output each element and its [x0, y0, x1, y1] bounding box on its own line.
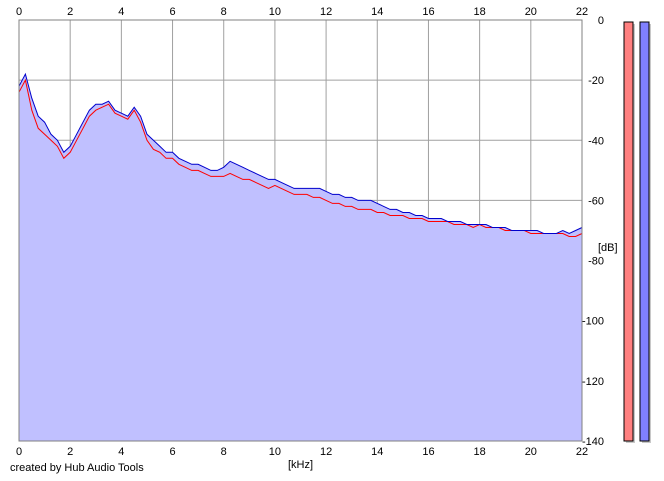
x-tick-label-bottom: 10 [269, 446, 281, 458]
meter-fill [639, 21, 650, 442]
x-tick-label-bottom: 18 [474, 446, 486, 458]
y-tick-label: -140 [582, 436, 604, 448]
meter-fill [623, 21, 634, 442]
x-tick-label-bottom: 20 [525, 446, 537, 458]
y-tick-label: -120 [582, 376, 604, 388]
x-tick-label-top: 10 [269, 6, 281, 18]
x-tick-label-bottom: 4 [118, 446, 124, 458]
x-tick-label-top: 18 [474, 6, 486, 18]
y-tick-label: -60 [588, 195, 604, 207]
y-tick-label: 0 [598, 15, 604, 27]
x-tick-label-bottom: 2 [67, 446, 73, 458]
x-tick-label-top: 4 [118, 6, 124, 18]
x-tick-label-bottom: 0 [16, 446, 22, 458]
x-tick-label-top: 0 [16, 6, 22, 18]
x-tick-label-top: 20 [525, 6, 537, 18]
x-tick-label-top: 12 [320, 6, 332, 18]
plot-border [18, 19, 583, 442]
x-tick-label-top: 2 [67, 6, 73, 18]
x-tick-label-bottom: 6 [169, 446, 175, 458]
x-tick-label-bottom: 16 [422, 446, 434, 458]
spectrum-fill-area [19, 74, 582, 441]
credit-text: created by Hub Audio Tools [10, 462, 144, 474]
y-axis-label: [dB] [598, 242, 618, 254]
level-meter-left [623, 21, 635, 443]
y-tick-label: -100 [582, 316, 604, 328]
x-tick-label-bottom: 8 [221, 446, 227, 458]
x-tick-label-top: 14 [371, 6, 383, 18]
y-tick-label: -40 [588, 135, 604, 147]
level-meter-right [639, 21, 651, 443]
series-layer [18, 72, 583, 237]
x-tick-label-bottom: 14 [371, 446, 383, 458]
x-tick-label-top: 22 [576, 6, 588, 18]
x-axis-label: [kHz] [288, 459, 313, 471]
x-tick-label-top: 8 [221, 6, 227, 18]
x-tick-label-bottom: 22 [576, 446, 588, 458]
y-tick-label: -20 [588, 75, 604, 87]
x-tick-label-top: 16 [422, 6, 434, 18]
series-line-2 [18, 72, 583, 235]
x-tick-label-bottom: 12 [320, 446, 332, 458]
y-tick-label: -80 [588, 256, 604, 268]
x-tick-label-top: 6 [169, 6, 175, 18]
y-axis-ticks: 0 -20 -40 -60 -80 -100 -120 -140 [582, 15, 604, 448]
series-line-1 [18, 78, 583, 237]
